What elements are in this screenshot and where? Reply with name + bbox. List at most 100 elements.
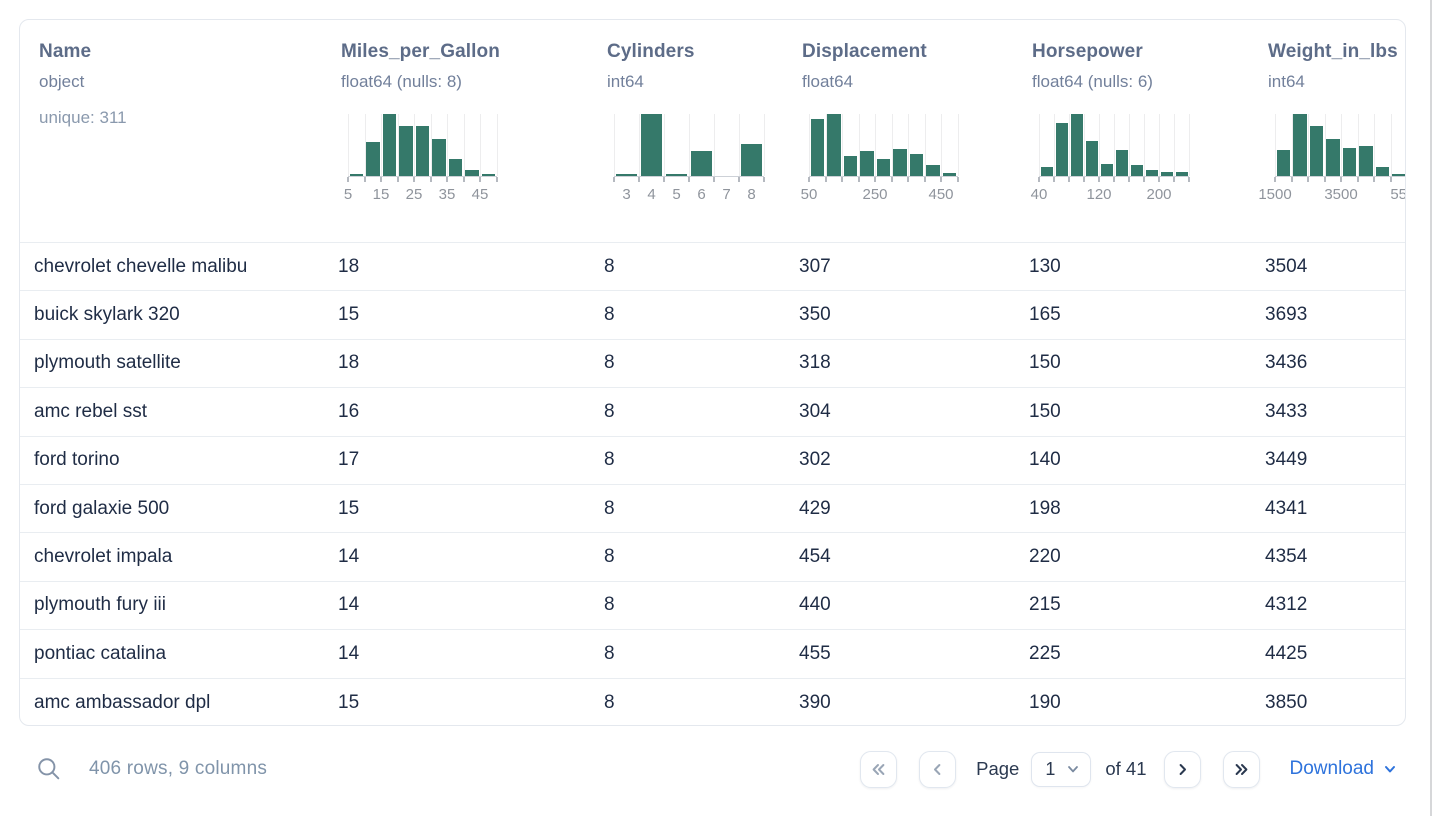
table-cell: 4354 [1265, 546, 1308, 568]
table-cell: amc rebel sst [34, 400, 147, 422]
table-row: ford galaxie 500 15 8 429 198 4341 [20, 485, 1405, 534]
hist-axis-line [1275, 176, 1405, 177]
table-cell: plymouth satellite [34, 352, 181, 374]
hist-tick [874, 177, 876, 182]
hist-gridline [1144, 114, 1145, 176]
table-cell: 8 [604, 691, 615, 713]
table-cell: 14 [338, 546, 360, 568]
column-dtype: float64 (nulls: 6) [1032, 72, 1153, 91]
hist-tick-label: 120 [1086, 186, 1112, 203]
hist-gridline [908, 114, 909, 176]
hist-gridline [1324, 114, 1326, 176]
hist-gridline [414, 114, 415, 176]
hist-gridline [714, 114, 715, 176]
page-label: Page [976, 758, 1020, 779]
chevron-down-icon [1068, 766, 1079, 773]
hist-tick-label: 1500 [1258, 186, 1292, 203]
histogram-bar [415, 126, 429, 176]
data-table-card: Name object unique: 311 Miles_per_Gallon flo… [19, 19, 1406, 726]
column-name: Cylinders [607, 41, 695, 62]
hist-axis-ticks [1274, 177, 1405, 183]
search-button[interactable] [35, 755, 63, 783]
hist-tick [495, 177, 498, 182]
histogram-bar [1130, 165, 1143, 176]
table-cell: 190 [1029, 691, 1061, 713]
hist-tick [841, 177, 843, 182]
double-chevron-right-icon [1235, 763, 1247, 775]
histogram-bars [348, 114, 498, 176]
histogram-bar [465, 170, 479, 176]
table-body: chevrolet chevelle malibu 18 8 307 130 3504 bu… [20, 243, 1405, 725]
histogram-bar [843, 156, 857, 176]
first-page-button[interactable] [860, 750, 898, 788]
table-cell: 15 [338, 691, 360, 713]
histogram-bar [893, 149, 907, 176]
hist-gridline [1129, 114, 1130, 176]
next-page-button[interactable] [1163, 750, 1201, 788]
table-cell: 150 [1029, 400, 1061, 422]
previous-page-button[interactable] [919, 750, 957, 788]
hist-gridline [496, 114, 498, 176]
table-cell: 390 [799, 691, 831, 713]
hist-tick [1173, 177, 1175, 182]
hist-tick [1188, 177, 1190, 182]
table-cell: ford galaxie 500 [34, 497, 170, 519]
table-cell: 18 [338, 255, 360, 277]
histogram-bar [926, 165, 940, 176]
column-dtype: int64 [607, 72, 644, 91]
column-dtype: int64 [1268, 72, 1305, 91]
histogram-bar [942, 173, 956, 176]
table-cell: 8 [604, 594, 615, 616]
table-row: buick skylark 320 15 8 350 165 3693 [20, 291, 1405, 340]
hist-gridline [614, 114, 615, 176]
hist-gridline [480, 114, 481, 176]
download-button[interactable]: Download [1290, 758, 1398, 780]
column-header: Weight_in_lbs int64 1500 3500 5500 [1258, 20, 1405, 242]
histogram-bar [399, 126, 413, 176]
hist-tick [1143, 177, 1145, 182]
hist-gridline [1084, 114, 1085, 176]
histogram-bar [691, 151, 712, 176]
table-row: pontiac catalina 14 8 455 225 4425 [20, 630, 1405, 679]
histogram-bar [1309, 126, 1323, 176]
table-cell: ford torino [34, 449, 120, 471]
table-cell: amc ambassador dpl [34, 691, 211, 713]
column-header: Miles_per_Gallon float64 (nulls: 8) 5 15 25 3… [338, 20, 604, 242]
hist-gridline [397, 114, 399, 176]
histogram-bar [366, 142, 380, 176]
hist-gridline [381, 114, 382, 176]
hist-tick [1098, 177, 1100, 182]
column-name: Weight_in_lbs [1268, 41, 1398, 62]
histogram-bar [1276, 150, 1290, 176]
pagination: Page 1 of 41 Download [860, 750, 1406, 788]
histogram-bar [616, 174, 637, 176]
hist-tick-label: 3 [622, 186, 631, 203]
histogram: 50 250 450 [801, 114, 959, 203]
hist-tick [956, 177, 959, 182]
last-page-button[interactable] [1222, 750, 1260, 788]
table-cell: 17 [338, 449, 360, 471]
histogram-bar [1085, 141, 1098, 176]
hist-tick [396, 177, 399, 182]
table-cell: 454 [799, 546, 831, 568]
table-cell: 15 [338, 497, 360, 519]
hist-tick-label: 8 [747, 186, 756, 203]
histogram-bar [1040, 167, 1053, 176]
hist-tick [663, 177, 665, 182]
column-dtype: float64 [802, 72, 854, 91]
table-row: chevrolet impala 14 8 454 220 4354 [20, 533, 1405, 582]
hist-tick [1128, 177, 1130, 182]
table-cell: chevrolet chevelle malibu [34, 255, 248, 277]
page-select[interactable]: 1 [1031, 751, 1092, 787]
histogram-bar [1175, 172, 1188, 176]
table-cell: 3436 [1265, 352, 1308, 374]
table-row: amc rebel sst 16 8 304 150 3433 [20, 388, 1405, 437]
hist-axis-labels: 1500 3500 5500 [1258, 183, 1405, 203]
hist-axis-ticks [1038, 177, 1190, 183]
hist-gridline [1390, 114, 1392, 176]
hist-gridline [1341, 114, 1342, 176]
hist-tick [808, 177, 810, 182]
table-cell: 3449 [1265, 449, 1308, 471]
